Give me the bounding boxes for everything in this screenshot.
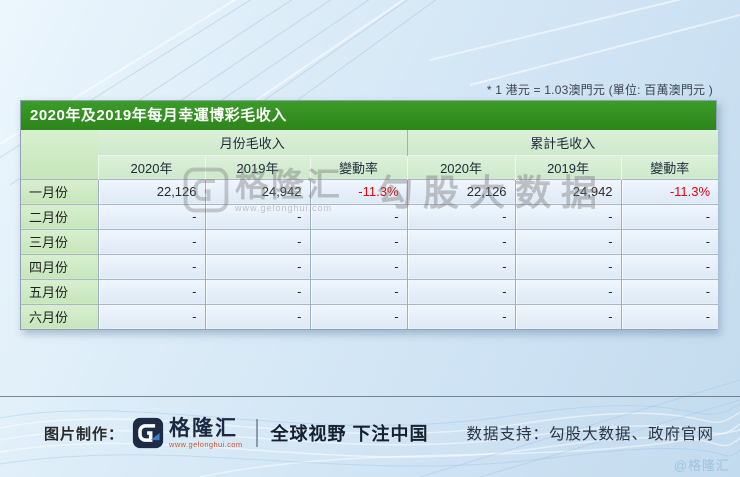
value-cell: -: [514, 253, 622, 279]
value-cell: -: [514, 278, 622, 304]
value-cell: -: [309, 278, 408, 304]
value-cell: -: [309, 203, 408, 229]
group-header-monthly: 月份毛收入: [98, 130, 408, 155]
table-row: 一月份 22,126 24,942 -11.3% 22,126 24,942 -11.3%: [21, 178, 719, 204]
value-cell: -: [620, 303, 719, 329]
col-header: 2020年: [97, 154, 205, 179]
value-cell: -: [406, 303, 516, 329]
value-cell: -: [204, 278, 310, 304]
column-header-row: 2020年 2019年 變動率 2020年 2019年 變動率: [21, 154, 719, 179]
gelonghui-logo: 格隆汇 www.gelonghui.com: [132, 417, 243, 449]
col-header: 變動率: [309, 154, 408, 179]
value-cell: -: [406, 228, 516, 254]
value-cell: 22,126: [406, 178, 516, 204]
table-row: 二月份 - - - - - -: [21, 203, 719, 229]
month-label: 三月份: [21, 228, 98, 254]
table-body: 一月份 22,126 24,942 -11.3% 22,126 24,942 -11.3% 二…: [21, 178, 719, 329]
footer-slogan: 全球视野 下注中国: [270, 424, 429, 444]
value-cell: -: [204, 203, 310, 229]
value-cell: -: [406, 253, 516, 279]
value-cell: 24,942: [514, 178, 622, 204]
col-header: 變動率: [620, 154, 719, 179]
value-cell: -: [406, 278, 516, 304]
table-row: 三月份 - - - - - -: [21, 228, 719, 254]
value-cell: -: [309, 253, 408, 279]
value-cell: -: [97, 228, 205, 254]
corner-cell: [21, 130, 98, 179]
unit-note: * 1 港元 = 1.03澳門元 (單位: 百萬澳門元 ): [486, 83, 713, 97]
footer-divider-line: [0, 396, 740, 397]
value-cell: -: [204, 253, 310, 279]
value-cell: -: [97, 278, 205, 304]
value-cell: 22,126: [97, 178, 205, 204]
value-cell: -: [620, 228, 719, 254]
value-cell: -: [514, 228, 622, 254]
value-cell: -: [309, 303, 408, 329]
table-title: 2020年及2019年每月幸運博彩毛收入: [21, 101, 716, 130]
gelonghui-logo-icon: [132, 417, 164, 449]
value-cell: -: [406, 203, 516, 229]
value-cell: 24,942: [204, 178, 310, 204]
value-cell: -: [204, 303, 310, 329]
value-cell: -: [514, 203, 622, 229]
value-cell: -: [204, 228, 310, 254]
copyright-watermark: @格隆汇: [673, 458, 730, 473]
footer-brand-url: www.gelonghui.com: [169, 439, 243, 449]
month-label: 一月份: [21, 178, 98, 204]
col-header: 2019年: [204, 154, 310, 179]
month-label: 六月份: [21, 303, 98, 329]
value-cell: -11.3%: [309, 178, 408, 204]
col-header: 2019年: [514, 154, 622, 179]
value-cell: -: [309, 228, 408, 254]
value-cell: -: [97, 303, 205, 329]
month-label: 五月份: [21, 278, 98, 304]
revenue-table: 月份毛收入 累計毛收入 2020年 2019年 變動率 2020年 2019年 …: [21, 130, 719, 329]
value-cell: -: [620, 203, 719, 229]
value-cell: -: [514, 303, 622, 329]
value-cell: -: [97, 203, 205, 229]
made-by-label: 图片制作：: [44, 425, 125, 443]
month-label: 二月份: [21, 203, 98, 229]
col-header: 2020年: [406, 154, 516, 179]
data-support-text: 数据支持：勾股大数据、政府官网: [466, 426, 714, 443]
revenue-table-panel: 2020年及2019年每月幸運博彩毛收入 月份毛收入 累計毛收入 2020年 2…: [20, 100, 719, 330]
month-label: 四月份: [21, 253, 98, 279]
group-header-row: 月份毛收入 累計毛收入: [21, 130, 719, 179]
table-row: 六月份 - - - - - -: [21, 303, 719, 329]
value-cell: -: [620, 253, 719, 279]
table-row: 四月份 - - - - - -: [21, 253, 719, 279]
footer: 图片制作： 格隆汇 www.gelonghui.com 全球视野 下注中国 数据…: [44, 411, 714, 455]
footer-vertical-divider: [255, 419, 258, 447]
value-cell: -: [97, 253, 205, 279]
value-cell: -11.3%: [620, 178, 719, 204]
value-cell: -: [620, 278, 719, 304]
footer-brand: 格隆汇: [169, 416, 239, 440]
group-header-cumulative: 累計毛收入: [406, 130, 719, 155]
table-row: 五月份 - - - - - -: [21, 278, 719, 304]
